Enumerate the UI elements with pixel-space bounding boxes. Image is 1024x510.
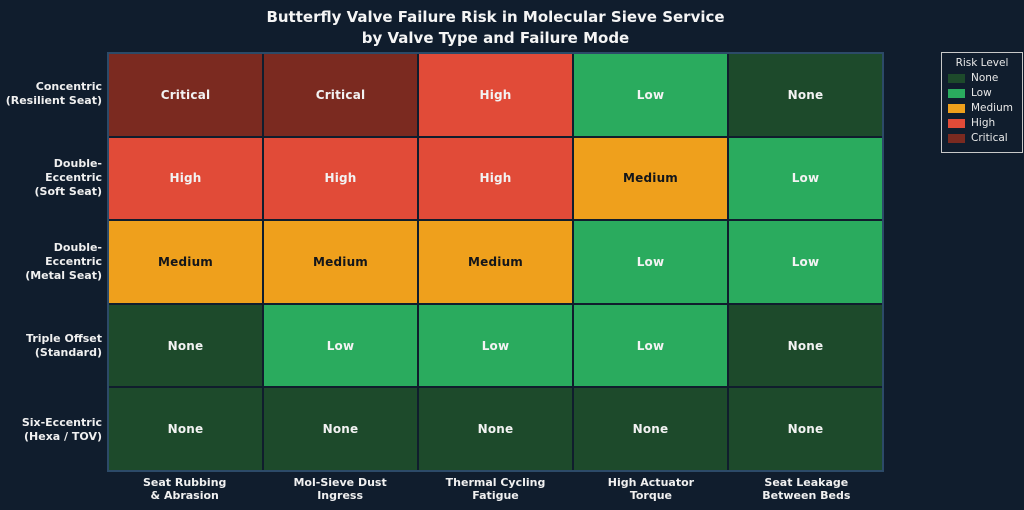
legend-label-high: High [971,117,996,129]
x-axis-label-4: Seat Leakage Between Beds [762,476,851,502]
heatmap-cell-r0-c3: Low [574,54,727,136]
heatmap-cell-r0-c2: High [419,54,572,136]
heatmap-cell-r1-c4: Low [729,137,882,220]
legend-label-none: None [971,72,999,84]
heatmap-cell-r2-c4: Low [729,221,882,303]
legend-swatch-critical [948,133,965,143]
heatmap-cell-r4-c0: None [109,388,262,470]
legend-item-medium: Medium [948,102,1016,114]
heatmap-cell-r2-c2: Medium [419,221,572,303]
x-axis-label-0: Seat Rubbing & Abrasion [142,476,227,502]
legend-title: Risk Level [955,57,1009,69]
heatmap-cell-r1-c3: Medium [574,137,727,220]
heatmap-cell-r0-c0: Critical [109,54,262,136]
legend: Risk Level None Low Medium High Critical [941,52,1023,153]
legend-swatch-high [948,118,965,128]
y-axis-label-3: Triple Offset (Standard) [26,332,102,359]
y-axis-label-1: Double-Eccentric (Soft Seat) [34,157,102,198]
heatmap-cell-r3-c3: Low [574,304,727,387]
heatmap-cell-r3-c2: Low [419,304,572,387]
heatmap-cell-r4-c1: None [264,388,417,470]
heatmap-cell-r0-c4: None [729,54,882,136]
legend-item-critical: Critical [948,132,1016,144]
legend-items: None Low Medium High Critical [948,72,1016,144]
heatmap-cell-r2-c0: Medium [109,221,262,303]
chart-title-line2: by Valve Type and Failure Mode [361,29,630,47]
heatmap-cell-r0-c1: Critical [264,54,417,136]
legend-swatch-none [948,73,965,83]
legend-label-critical: Critical [971,132,1008,144]
legend-swatch-medium [948,103,965,113]
x-axis-label-2: Thermal Cycling Fatigue [445,476,546,502]
heatmap-cell-r1-c1: High [264,137,417,220]
heatmap-plot-area: Critical Critical High Low None High High High M… [107,52,884,472]
heatmap-cell-r4-c3: None [574,388,727,470]
heatmap-grid: Critical Critical High Low None High High High M… [109,54,882,470]
chart-title-line1: Butterfly Valve Failure Risk in Molecula… [266,8,725,26]
heatmap-cell-r1-c0: High [109,137,262,220]
y-axis-label-4: Six-Eccentric (Hexa / TOV) [21,416,102,443]
y-axis-label-2: Double-Eccentric (Metal Seat) [25,241,102,282]
legend-item-high: High [948,117,1016,129]
legend-label-low: Low [971,87,992,99]
heatmap-cell-r3-c4: None [729,304,882,387]
heatmap-cell-r2-c1: Medium [264,221,417,303]
heatmap-cell-r4-c4: None [729,388,882,470]
legend-item-none: None [948,72,1016,84]
chart-title: Butterfly Valve Failure Risk in Molecula… [107,7,884,49]
heatmap-cell-r4-c2: None [419,388,572,470]
legend-label-medium: Medium [971,102,1013,114]
x-axis-labels: Seat Rubbing & Abrasion Mol-Sieve Dust Ingr… [107,476,884,502]
legend-item-low: Low [948,87,1016,99]
heatmap-cell-r2-c3: Low [574,221,727,303]
heatmap-cell-r1-c2: High [419,137,572,220]
x-axis-label-1: Mol-Sieve Dust Ingress [293,476,387,502]
legend-swatch-low [948,88,965,98]
heatmap-cell-r3-c1: Low [264,304,417,387]
x-axis-label-3: High Actuator Torque [607,476,695,502]
y-axis-label-0: Concentric (Resilient Seat) [5,80,102,107]
heatmap-cell-r3-c0: None [109,304,262,387]
y-axis-labels: Concentric (Resilient Seat) Double-Eccentr… [0,52,102,472]
